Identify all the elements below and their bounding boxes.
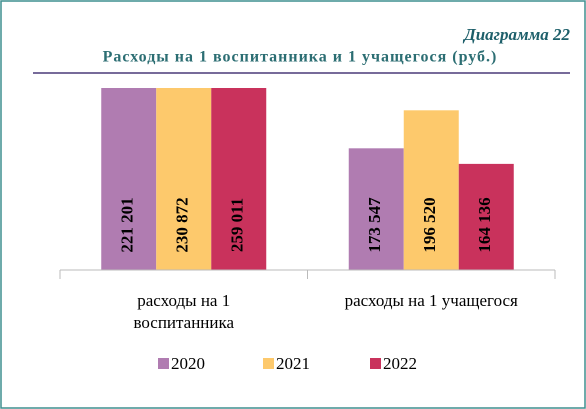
legend-label: 2021	[276, 354, 310, 373]
x-tick-label: расходы на 1 воспитанника	[133, 291, 235, 332]
data-label: 164 136	[475, 197, 494, 252]
data-label: 221 201	[118, 197, 137, 252]
bar	[156, 88, 212, 270]
bar	[403, 110, 459, 270]
chart-title: Расходы на 1 воспитанника и 1 учащегося …	[103, 49, 498, 66]
x-tick-label: расходы на 1 учащегося	[344, 291, 518, 310]
bar	[211, 88, 267, 270]
legend-label: 2020	[171, 354, 205, 373]
data-label: 259 011	[228, 198, 247, 252]
data-label: 230 872	[173, 197, 192, 252]
bar	[458, 163, 514, 270]
chart-subtitle: Диаграмма 22	[462, 25, 570, 44]
bars	[101, 88, 514, 270]
data-label: 196 520	[420, 197, 439, 252]
legend-label: 2022	[383, 354, 417, 373]
legend-swatch	[158, 358, 169, 369]
legend-swatch	[263, 358, 274, 369]
data-label: 173 547	[365, 197, 384, 253]
bar	[348, 148, 404, 270]
bar	[101, 88, 157, 270]
legend-swatch	[370, 358, 381, 369]
